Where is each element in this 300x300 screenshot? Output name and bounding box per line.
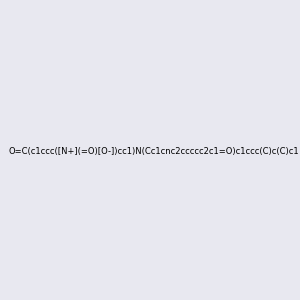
Text: O=C(c1ccc([N+](=O)[O-])cc1)N(Cc1cnc2ccccc2c1=O)c1ccc(C)c(C)c1: O=C(c1ccc([N+](=O)[O-])cc1)N(Cc1cnc2cccc… bbox=[8, 147, 299, 156]
